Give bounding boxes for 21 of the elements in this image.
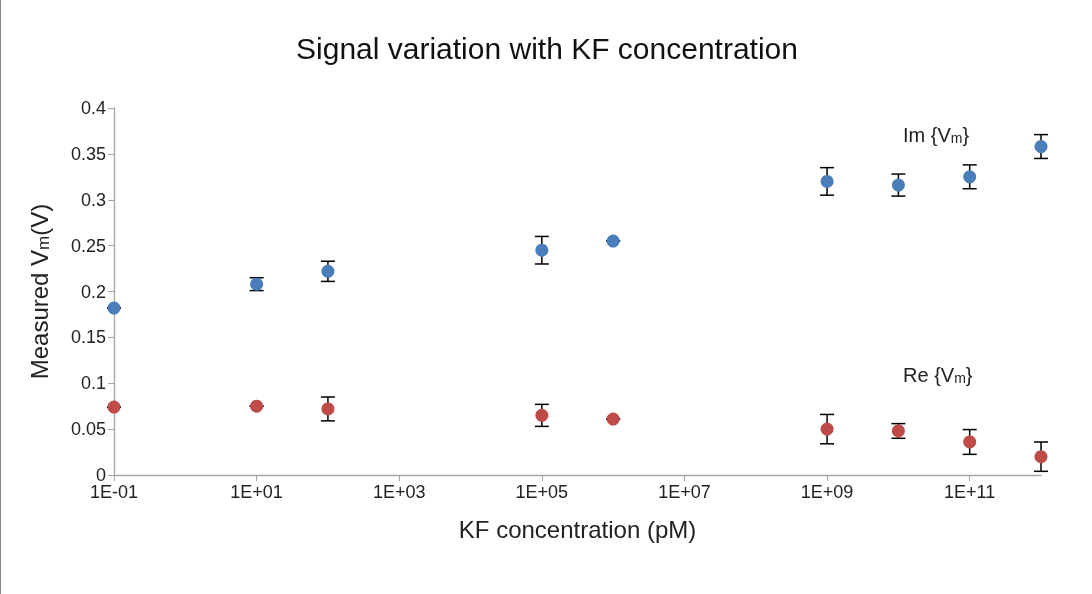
x-tick-label: 1E+03 [372, 482, 426, 502]
x-tick-label: 1E+01 [230, 482, 283, 502]
x-tick-label: 1E+07 [658, 482, 711, 502]
x-tick-label: 1E+11 [944, 482, 996, 502]
y-tick-label: 0.05 [70, 419, 106, 440]
y-tick-label: 0.3 [80, 189, 106, 210]
chart-title: Signal variation with KF concentration [296, 31, 798, 65]
y-axis-title: Measured Vm(V) [26, 203, 53, 380]
y-tick-label: 0.25 [70, 235, 106, 256]
x-axis-title: KF concentration (pM) [458, 515, 697, 543]
series-label: Re {Vm} [903, 363, 973, 387]
y-tick-label: 0.4 [80, 98, 106, 118]
y-tick-label: 0.1 [80, 373, 106, 394]
series-label: Im {Vm} [903, 123, 970, 147]
y-tick-label: 0.2 [80, 281, 106, 302]
x-tick-label: 1E-01 [89, 482, 139, 502]
y-tick-label: 0 [95, 465, 106, 485]
y-tick-label: 0.35 [70, 143, 106, 164]
y-tick-label: 0.15 [70, 327, 106, 348]
x-tick-label: 1E+09 [800, 482, 854, 502]
x-tick-label: 1E+05 [515, 482, 569, 502]
